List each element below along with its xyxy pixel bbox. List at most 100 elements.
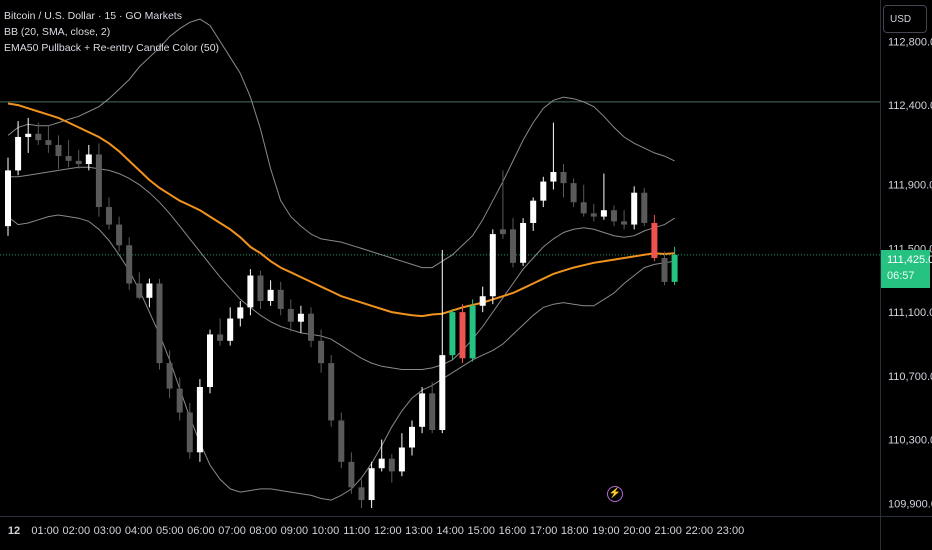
candle [227, 307, 234, 346]
candle-body [429, 393, 436, 430]
time-tick-label: 03:00 [94, 525, 122, 537]
price-axis[interactable]: 112,800.00112,400.00111,900.00111,500.00… [888, 36, 932, 510]
time-tick-label: 02:00 [63, 525, 91, 537]
candle-body [449, 312, 456, 356]
candle [651, 215, 658, 262]
time-axis[interactable]: 12 01:00 02:00 03:00 04:00 05:00 06:00 07:00 08:… [8, 525, 744, 537]
candle-body [146, 283, 153, 298]
candle [166, 350, 173, 399]
time-tick-label: 18:00 [561, 525, 589, 537]
candle-body [257, 275, 264, 301]
candle [419, 387, 426, 434]
candle-body [166, 363, 173, 389]
candle-body [368, 468, 375, 501]
candle [358, 479, 365, 509]
bb-lower-band [7, 214, 675, 501]
currency-button[interactable]: USD [883, 5, 927, 33]
candle-body [45, 140, 52, 145]
time-tick-label: 13:00 [405, 525, 433, 537]
candle-body [469, 305, 476, 359]
candle [15, 121, 22, 176]
candle [479, 286, 486, 313]
candle-body [237, 307, 244, 319]
candle-body [287, 308, 294, 322]
candle-body [85, 154, 92, 165]
candle-body [661, 258, 668, 282]
candle [520, 218, 527, 266]
candle-body [5, 170, 11, 227]
candle [540, 176, 547, 208]
candle-body [600, 210, 607, 217]
candle [550, 122, 557, 190]
candle-body [106, 207, 112, 225]
candle [631, 186, 638, 230]
chart-legend: Bitcoin / U.S. Dollar · 15 · GO Markets … [4, 8, 219, 56]
candle-body [65, 156, 72, 161]
lightning-icon[interactable]: ⚡ [607, 486, 623, 502]
time-tick-label: 10:00 [312, 525, 340, 537]
last-price-value: 111,425.00 [887, 254, 932, 266]
bb-indicator-label[interactable]: BB (20, SMA, close, 2) [4, 26, 111, 38]
candle-body [338, 420, 345, 462]
price-tick-label: 110,700.00 [888, 371, 932, 383]
time-tick-label: 21:00 [654, 525, 682, 537]
candle [297, 305, 304, 333]
candle [398, 433, 405, 477]
candle [641, 187, 648, 227]
last-price-tag: 111,425.00 06:57 [881, 250, 932, 288]
candle [570, 178, 577, 208]
candle-body [459, 312, 466, 359]
candle-body [247, 275, 254, 308]
time-tick-label: 08:00 [249, 525, 277, 537]
candle [237, 301, 244, 327]
time-axis-divider [0, 516, 932, 517]
time-tick-label: 07:00 [218, 525, 246, 537]
candle [5, 157, 11, 236]
candle [368, 461, 375, 509]
candle-body [75, 160, 82, 165]
candle [459, 304, 466, 364]
candle [207, 329, 213, 394]
candle-body [530, 200, 537, 223]
candle [146, 278, 153, 308]
symbol-title[interactable]: Bitcoin / U.S. Dollar · 15 · GO Markets [4, 10, 182, 22]
price-tick-label: 110,300.00 [888, 435, 932, 447]
candle [409, 420, 415, 456]
time-tick-label: 05:00 [156, 525, 184, 537]
candle-body [25, 133, 32, 137]
candle-body [116, 224, 123, 246]
candle-body [621, 221, 628, 225]
ema-indicator-label[interactable]: EMA50 Pullback + Re-entry Candle Color (… [4, 42, 220, 54]
candle-body [479, 296, 486, 306]
candle-body [277, 289, 284, 309]
candle [247, 269, 254, 316]
candle-body [95, 154, 102, 208]
candle [621, 210, 628, 230]
candle-body [580, 202, 587, 214]
candle [318, 329, 325, 373]
candle [378, 439, 385, 472]
candle-body [136, 283, 143, 298]
candle-body [540, 181, 547, 201]
candle-body [388, 458, 395, 472]
candle-body [55, 144, 62, 157]
candle [590, 203, 597, 222]
candle-body [631, 192, 638, 225]
candle [499, 170, 506, 239]
ema50-path [7, 102, 675, 318]
time-tick-label: 15:00 [467, 525, 495, 537]
time-tick-label: 12:00 [374, 525, 402, 537]
price-tick-label: 112,800.00 [888, 36, 932, 48]
candle-body [611, 210, 617, 222]
candle [45, 125, 52, 153]
candle [267, 280, 274, 306]
candle-body [439, 355, 446, 430]
price-tick-label: 109,900.00 [888, 498, 932, 510]
candle [388, 453, 395, 483]
candle-body [15, 136, 22, 171]
time-tick-label: 09:00 [281, 525, 309, 537]
candle [348, 452, 355, 494]
candle-body [186, 412, 193, 453]
candle [510, 218, 516, 268]
